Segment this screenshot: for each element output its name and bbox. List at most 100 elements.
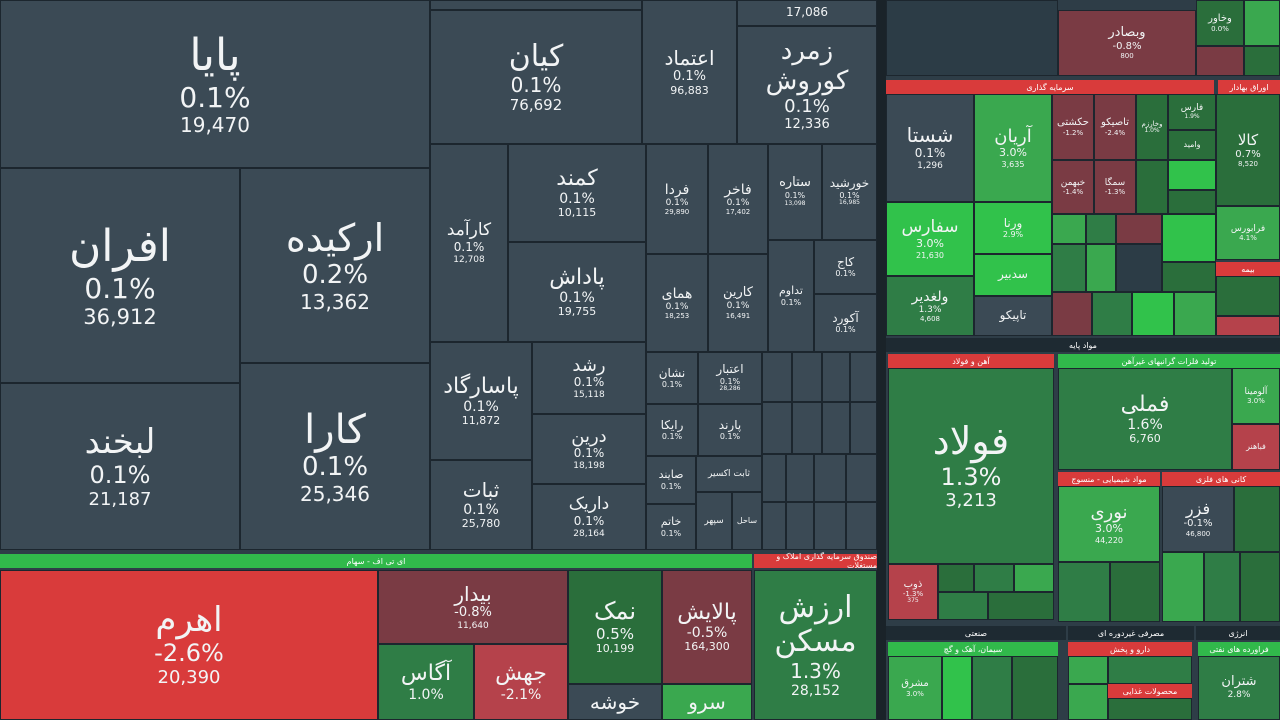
tile-tapiko[interactable]: تاصیکو -2.4%: [1094, 94, 1136, 160]
tile-micro[interactable]: [1240, 552, 1280, 622]
tile-micro[interactable]: [786, 454, 814, 502]
tile-roshd[interactable]: رشد 0.1% 15,118: [532, 342, 646, 414]
tile-micro[interactable]: [1052, 214, 1086, 244]
tile-micro[interactable]: [1086, 214, 1116, 244]
tile-farda[interactable]: فردا 0.1% 29,890: [646, 144, 708, 254]
tile-khatam[interactable]: خاتم 0.1%: [646, 504, 696, 550]
tile-alumina[interactable]: آلومینا 3.0%: [1232, 368, 1280, 424]
tile-valghadir[interactable]: ولغدیر 1.3% 4,608: [886, 276, 974, 336]
tile-rayka[interactable]: رایکا 0.1%: [646, 404, 698, 456]
tile-micro[interactable]: [1068, 684, 1108, 720]
tile-orkideh[interactable]: ارکیده 0.2% 13,362: [240, 168, 430, 363]
tile-micro[interactable]: [1162, 552, 1204, 622]
tile-mashregh[interactable]: مشرق 3.0%: [888, 656, 942, 720]
tile-micro[interactable]: [1196, 46, 1244, 76]
tile-micro[interactable]: [786, 502, 814, 550]
tile-micro[interactable]: [846, 502, 877, 550]
tile-micro[interactable]: [846, 454, 877, 502]
tile-karin[interactable]: کارین 0.1% 16,491: [708, 254, 768, 352]
tile-shetran[interactable]: شتران 2.8%: [1198, 656, 1280, 720]
tile-micro[interactable]: [1110, 562, 1160, 622]
tile-micro[interactable]: [1174, 292, 1216, 336]
tile-shasta[interactable]: شستا 0.1% 1,296: [886, 94, 974, 202]
tile-kala[interactable]: کالا 0.7% 8,520: [1216, 94, 1280, 206]
tile-palayesh[interactable]: پالایش -0.5% 164,300: [662, 570, 752, 684]
tile-vomid[interactable]: وامید: [1168, 130, 1216, 160]
tile-vbsader[interactable]: وبصادر -0.8% 800: [1058, 10, 1196, 76]
tile-micro[interactable]: [1012, 656, 1058, 720]
tile-paya[interactable]: پایا 0.1% 19,470: [0, 0, 430, 168]
tile-afran[interactable]: افران 0.1% 36,912: [0, 168, 240, 383]
tile-micro[interactable]: [762, 502, 786, 550]
tile-kara[interactable]: کارا 0.1% 25,346: [240, 363, 430, 550]
tile-micro[interactable]: [792, 352, 822, 402]
tile-tapico[interactable]: تاپیکو: [974, 296, 1052, 336]
tile-sepehr[interactable]: سپهر: [696, 492, 732, 550]
tile-micro[interactable]: [762, 352, 792, 402]
tile-tadavom[interactable]: تداوم 0.1%: [768, 240, 814, 352]
tile-khorshid[interactable]: خورشید 0.1% 16,985: [822, 144, 877, 240]
tile-farabourse[interactable]: فرابورس 4.1%: [1216, 206, 1280, 260]
tile-micro[interactable]: [1108, 698, 1192, 720]
tile-micro[interactable]: [1132, 292, 1174, 336]
tile-micro[interactable]: [1162, 214, 1216, 262]
tile-padash[interactable]: پاداش 0.1% 19,755: [508, 242, 646, 342]
tile-vkharazm[interactable]: وخارزم 1.0%: [1136, 94, 1168, 160]
tile-micro[interactable]: [988, 592, 1054, 620]
tile-micro[interactable]: [1092, 292, 1132, 336]
tile-jahesh[interactable]: جهش -2.1%: [474, 644, 568, 720]
tile-exir[interactable]: ثابت اکسیر: [696, 456, 762, 492]
tile-dariq[interactable]: داریک 0.1% 28,164: [532, 484, 646, 550]
tile-micro[interactable]: [814, 454, 846, 502]
tile-micro[interactable]: [938, 592, 988, 620]
tile-micro[interactable]: [822, 402, 850, 454]
tile-vkhavar[interactable]: وخاور 0.0%: [1196, 0, 1244, 46]
tile-homay[interactable]: همای 0.1% 18,253: [646, 254, 708, 352]
tile-micro[interactable]: [974, 564, 1014, 592]
tile-varna[interactable]: ورنا 2.9%: [974, 202, 1052, 254]
tile-micro[interactable]: [1052, 292, 1092, 336]
tile-sayand[interactable]: صایند 0.1%: [646, 456, 696, 504]
tile-parand[interactable]: پارند 0.1%: [698, 404, 762, 456]
tile-bank-block[interactable]: [886, 0, 1058, 76]
tile-fakher[interactable]: فاخر 0.1% 17,402: [708, 144, 768, 254]
tile-micro[interactable]: [1168, 190, 1216, 214]
tile-zob[interactable]: ذوب -1.3% 375: [888, 564, 938, 620]
tile-arzesh-maskan[interactable]: ارزش مسکن 1.3% 28,152: [754, 570, 877, 720]
tile-micro[interactable]: [1168, 160, 1216, 190]
tile-sadbir[interactable]: سدبیر: [974, 254, 1052, 296]
tile-micro[interactable]: [1204, 552, 1240, 622]
tile-micro[interactable]: [1244, 0, 1280, 46]
tile-kian[interactable]: کیان 0.1% 76,692: [430, 10, 642, 144]
tile-labkhand[interactable]: لبخند 0.1% 21,187: [0, 383, 240, 550]
tile-micro[interactable]: [1068, 656, 1108, 684]
tile-micro[interactable]: [1234, 486, 1280, 552]
tile-dorrin[interactable]: درین 0.1% 18,198: [532, 414, 646, 484]
tile-micro[interactable]: [762, 402, 792, 454]
tile-micro[interactable]: [1136, 160, 1168, 214]
tile-avamid[interactable]: 17,086: [737, 0, 877, 26]
tile-micro[interactable]: [762, 454, 786, 502]
tile-micro[interactable]: [1116, 244, 1162, 292]
tile-micro[interactable]: [1116, 214, 1162, 244]
tile-strip-top[interactable]: [430, 0, 642, 10]
tile-fameli[interactable]: فملی 1.6% 6,760: [1058, 368, 1232, 470]
tile-agas[interactable]: آگاس 1.0%: [378, 644, 474, 720]
tile-akord[interactable]: آکورد 0.1%: [814, 294, 877, 352]
tile-fars[interactable]: فارس 1.9%: [1168, 94, 1216, 130]
tile-micro[interactable]: [1244, 46, 1280, 76]
tile-micro[interactable]: [1086, 244, 1116, 292]
tile-micro[interactable]: [938, 564, 974, 592]
tile-micro[interactable]: [1216, 316, 1280, 336]
tile-ahrom[interactable]: اهرم -2.6% 20,390: [0, 570, 378, 720]
tile-micro[interactable]: [792, 402, 822, 454]
tile-micro[interactable]: [1014, 564, 1054, 592]
tile-micro[interactable]: [850, 352, 877, 402]
tile-neshan[interactable]: نشان 0.1%: [646, 352, 698, 404]
tile-noori[interactable]: نوری 3.0% 44,220: [1058, 486, 1160, 562]
tile-pasargad[interactable]: پاسارگاد 0.1% 11,872: [430, 342, 532, 460]
tile-karamad[interactable]: کارآمد 0.1% 12,708: [430, 144, 508, 342]
tile-micro[interactable]: [1052, 244, 1086, 292]
tile-fazar[interactable]: فزر -0.1% 46,800: [1162, 486, 1234, 552]
tile-setareh[interactable]: ستاره 0.1% 13,098: [768, 144, 822, 240]
